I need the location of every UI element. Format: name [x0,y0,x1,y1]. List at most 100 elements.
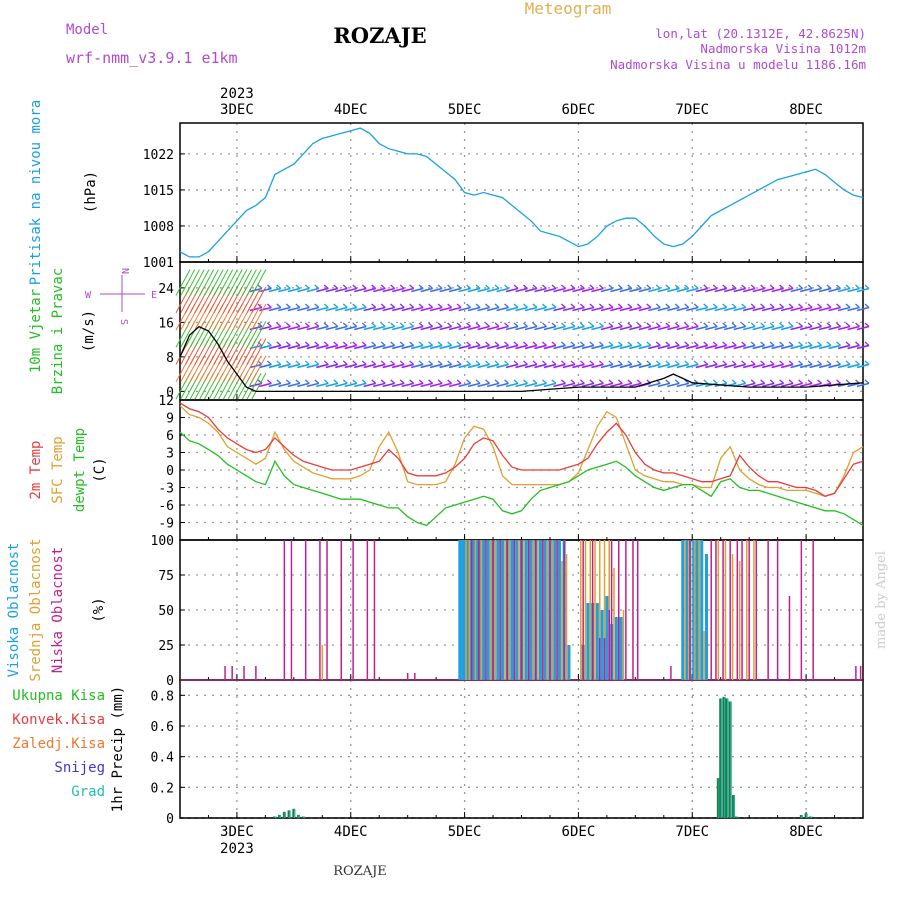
wind-arrow [610,382,623,388]
wind-arrow-head [456,341,462,346]
wind-arrow-head [608,303,614,308]
wind-arrow [401,306,414,312]
wind-arrow-head [731,322,737,327]
wind-arrow [458,306,471,312]
wind-arrow-head [542,379,547,384]
wind-arrow [543,306,557,312]
wind-arrow [335,325,348,331]
wind-arrow-head [627,379,633,384]
wind-arrow [553,325,566,331]
wind-arrow-head [817,284,822,290]
wind-arrow [695,306,708,312]
wind-arrow-head [731,284,737,290]
wind-arrow-head [750,303,756,308]
wind-arrow [657,382,670,388]
wind-arrow-head [532,322,538,327]
wind-arrow-head [703,284,709,290]
wind-arrow [761,287,775,293]
wind-arrow [496,344,509,350]
wind-arrow [714,287,727,293]
wind-arrow-head [475,322,481,327]
wind-arrow [695,363,708,369]
wind-arrow-head [807,360,813,365]
wind-arrow-head [513,379,519,384]
wind-arrow-head [352,341,358,346]
wind-arrow-head [456,284,462,290]
wind-arrow [410,287,424,293]
wind-arrow [325,382,338,388]
wind-arrow-head [779,284,785,290]
panel-pressure: 1001 1008 1015 1022 [143,122,864,271]
wind-arrow [553,306,566,312]
wind-arrow [429,344,443,350]
bottom-day-label: 5DEC [448,824,482,840]
wind-arrow-head [323,341,329,346]
wind-arrow [610,363,623,369]
wind-arrow [344,382,357,388]
wind-arrow [373,287,386,293]
wind-arrow [204,269,219,296]
wind-arrow [543,363,557,369]
wind-arrow-head [722,360,728,365]
wind-arrow [828,306,841,312]
wind-arrow [354,325,367,331]
wind-arrow [742,287,756,293]
wind-arrow-head [409,379,415,384]
wind-arrow-head [731,303,737,308]
wind-arrow-head [371,284,377,290]
wind-arrow-head [333,303,339,308]
dewpoint-line [179,431,864,527]
wind-arrow [382,363,395,369]
wind-arrow-head [817,322,822,327]
wind-arrow-head [722,284,728,290]
wind-arrow-head [561,379,566,384]
wind-arrow-head [741,379,747,384]
wind-arrow [354,382,367,388]
wind-arrow-head [475,379,481,384]
precip-bar [297,814,301,818]
wind-arrow [354,344,367,350]
wind-arrow [194,269,210,296]
wind-arrow-head [750,322,756,327]
wind-arrow [761,344,775,350]
axis-unit: (hPa) [83,171,99,213]
wind-arrow [686,382,699,388]
wind-arrow-head [399,284,405,290]
wind-arrow-head [323,360,329,365]
wind-arrow-head [570,284,576,290]
wind-arrow-head [845,360,851,365]
wind-arrow-head [314,379,320,384]
precip-legend-item: Konvek.Kisa [12,712,105,728]
wind-arrow-head [570,341,576,346]
wind-arrow-head [684,379,690,384]
wind-arrow-head [418,284,424,290]
precip-bar-highlight [718,778,720,818]
wind-arrow-head [390,284,396,290]
wind-arrow [676,382,689,388]
wind-arrow [467,287,481,293]
wind-arrow [761,382,775,388]
wind-arrow-head [836,341,841,346]
wind-arrow [856,363,870,369]
wind-arrow [828,363,841,369]
wind-arrow [373,363,386,369]
wind-arrow-head [542,284,547,290]
wind-arrow-head [447,379,453,384]
wind-arrow [790,363,803,369]
wind-arrow [771,325,784,331]
wind-arrow [534,287,547,293]
wind-arrow-head [570,379,576,384]
wind-arrow-head [285,341,291,346]
wind-arrow-head [589,303,595,308]
y-tick-label: 1015 [143,184,174,199]
wind-arrow [742,344,756,350]
wind-arrow [287,382,301,388]
wind-arrow [667,344,680,350]
wind-arrow-head [703,379,709,384]
wind-arrow [439,325,452,331]
precip-bar-highlight [730,701,732,818]
wind-arrow-head [617,303,623,308]
wind-arrow [809,325,822,331]
wind-arrow [180,269,196,296]
wind-arrow [401,344,414,350]
